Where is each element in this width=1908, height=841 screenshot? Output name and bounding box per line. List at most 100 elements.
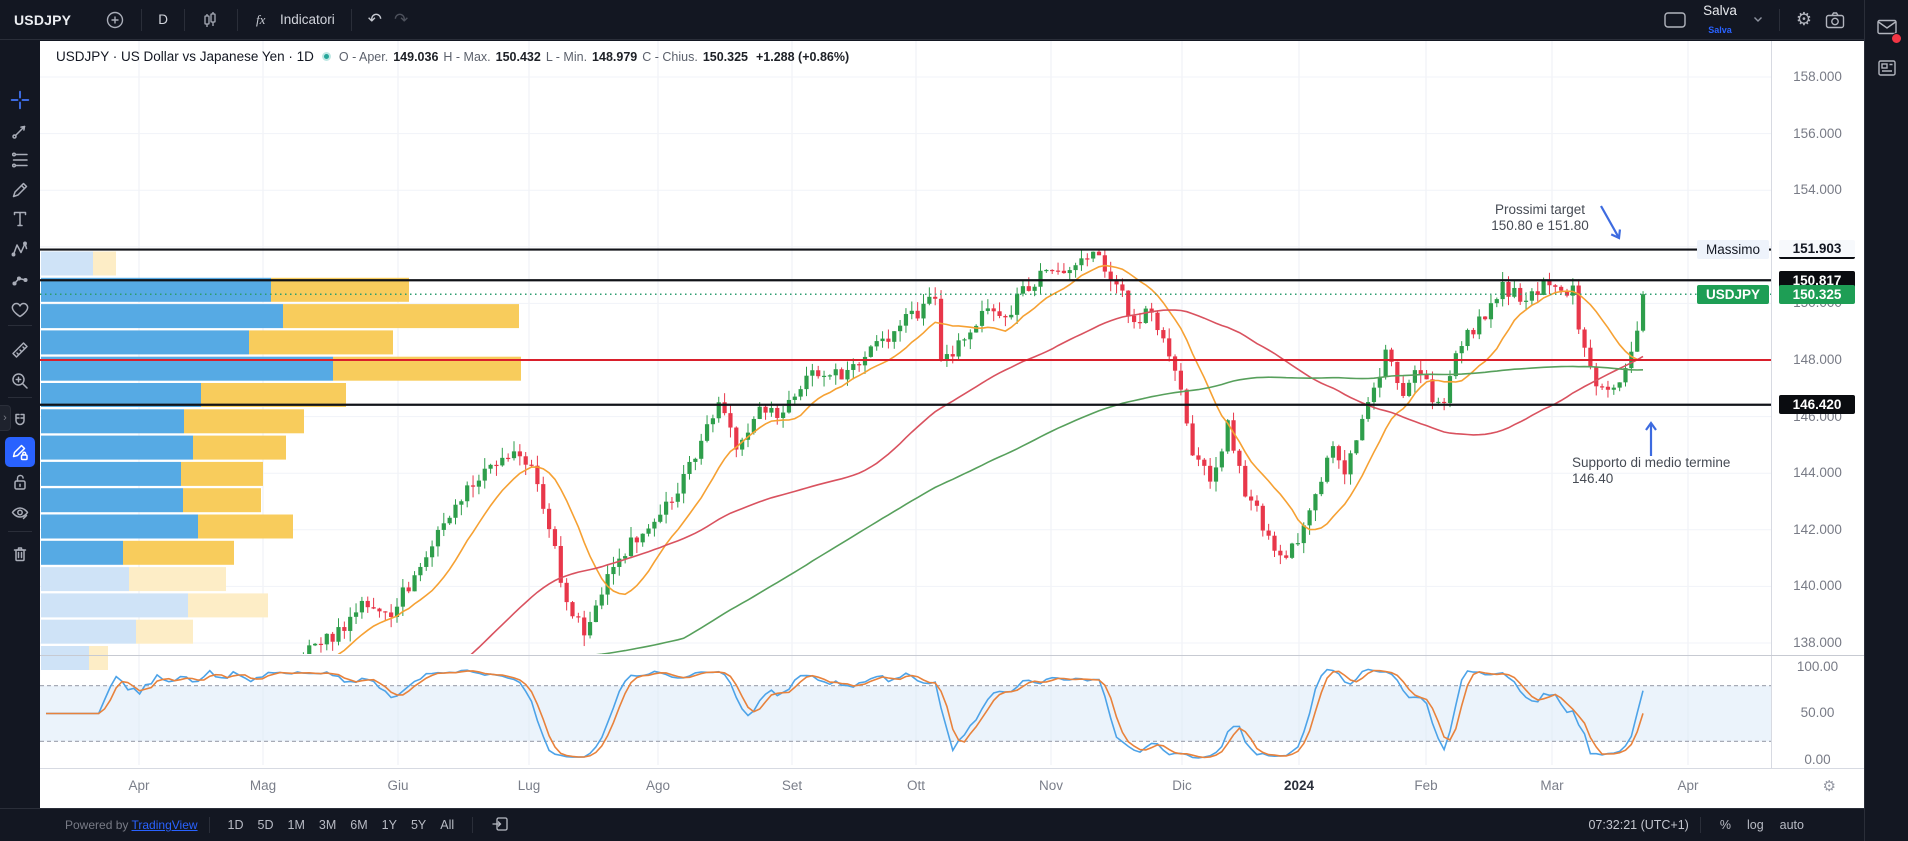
trend-line-tool[interactable] [5,116,35,146]
compare-add-button[interactable] [99,10,131,30]
brush-tool[interactable] [5,175,35,205]
heart-icon [11,302,29,318]
lock-all-tool[interactable] [5,467,35,497]
toolbar-separator [236,8,238,31]
open-label: O - Aper. [338,49,389,64]
month-label: Giu [387,778,409,793]
toolbar-separator [350,8,352,31]
crosshair-icon [10,90,30,110]
pane-divider[interactable] [40,655,1864,656]
range-button-1d[interactable]: 1D [227,818,244,832]
low-label: L - Min. [545,49,588,64]
price-label: 148.000 [1793,352,1842,367]
text-icon [13,211,27,227]
annotation-target[interactable]: Prossimi target 150.80 e 151.80 [1452,202,1628,234]
toolbar-separator [8,325,32,326]
month-label: Mar [1540,778,1564,793]
text-tool[interactable] [5,204,35,234]
range-buttons: 1D 5D 1M 3M 6M 1Y 5Y All [221,816,462,834]
massimo-line-label[interactable]: Massimo [1697,240,1769,259]
toolbar-separator [8,531,32,532]
save-button[interactable]: Salva Salva [1697,4,1743,35]
oscillator-label: 50.00 [1800,705,1835,720]
magnet-tool[interactable] [5,406,35,436]
undo-button[interactable]: ↶ [367,9,383,29]
annotation-target-line1: Prossimi target [1494,202,1586,217]
measure-tool[interactable] [5,335,35,365]
zoom-in-tool[interactable] [5,366,35,396]
layout-icon [1664,11,1686,28]
symbol-legend[interactable]: USDJPY · US Dollar vs Japanese Yen · 1D … [56,49,849,64]
open-value: 149.036 [393,49,439,64]
plus-icon [107,11,124,28]
support-price-badge: 146.420 [1779,395,1855,414]
lock-drawing-mode-tool[interactable] [5,437,35,467]
layout-button[interactable] [1657,11,1693,29]
notification-badge [1891,33,1902,44]
axis-settings-gear-icon[interactable]: ⚙ [1822,778,1836,795]
fib-retracement-tool[interactable] [5,145,35,175]
month-label: Dic [1172,778,1192,793]
clock[interactable]: 07:32:21 (UTC+1) [1588,818,1689,832]
emoji-tool[interactable] [5,295,35,325]
tradingview-link[interactable]: TradingView [131,818,198,832]
bottombar-separator [472,817,474,833]
indicators-button[interactable]: fx Indicatori [248,11,341,29]
log-scale-button[interactable]: log [1746,818,1764,832]
symbol-button[interactable]: USDJPY [14,11,72,28]
time-axis[interactable]: ⚙ Apr Mag Giu Lug Ago Set Ott Nov Dic 2024 Feb Mar A… [40,768,1864,808]
range-button-1y[interactable]: 1Y [381,818,397,832]
range-button-all[interactable]: All [440,818,455,832]
price-label: 138.000 [1793,635,1842,650]
camera-icon [1825,11,1845,28]
range-button-1m[interactable]: 1M [287,818,305,832]
price-label: 144.000 [1793,465,1842,481]
legend-title[interactable]: USDJPY · US Dollar vs Japanese Yen · 1D [56,49,314,64]
auto-scale-button[interactable]: auto [1779,818,1804,832]
range-button-5d[interactable]: 5D [257,818,274,832]
range-button-6m[interactable]: 6M [350,818,368,832]
hide-all-tool[interactable] [5,498,35,528]
redo-button[interactable]: ↷ [394,9,409,29]
month-label: Mag [249,778,277,793]
price-label: 140.000 [1793,578,1842,594]
save-menu-button[interactable] [1747,16,1769,23]
oscillator-label: 0.00 [1804,752,1831,767]
month-label: Apr [128,778,150,793]
go-to-date-button[interactable] [484,814,516,837]
candles-icon [204,11,216,27]
symbol-price-label[interactable]: USDJPY [1697,285,1769,304]
month-label: Ott [906,778,925,793]
month-label: Set [781,778,803,793]
interval-button[interactable]: D [158,12,168,27]
lock-open-icon [14,474,26,490]
zoom-in-icon [12,373,28,389]
month-label: Lug [517,778,541,793]
snapshot-button[interactable] [1818,10,1852,30]
settings-button[interactable]: ⚙ [1795,9,1812,29]
annotation-support[interactable]: Supporto di medio termine 146.40 [1572,455,1812,487]
last-price-badge: 150.325 [1779,285,1855,304]
object-tree-expander[interactable]: › [0,405,11,431]
magnet-icon [15,413,25,426]
price-label: 154.000 [1793,182,1842,198]
ohlc-values: O - Aper. 149.036 H - Max. 150.432 L - M… [339,50,849,64]
high-label: H - Max. [443,49,491,64]
percent-scale-button[interactable]: % [1719,818,1731,832]
news-button[interactable] [1876,58,1898,80]
range-button-3m[interactable]: 3M [318,818,337,832]
xabcd-pattern-tool[interactable] [5,234,35,264]
crosshair-tool[interactable] [5,85,35,115]
price-label: 156.000 [1793,125,1842,141]
chart-style-button[interactable] [195,10,227,30]
remove-all-tool[interactable] [5,539,35,569]
indicators-label: Indicatori [279,12,335,27]
close-value: 150.325 [702,49,748,64]
inbox-button[interactable] [1876,18,1902,44]
forecast-icon [12,276,28,286]
save-status: Salva [1708,24,1732,35]
forecast-tool[interactable] [5,264,35,294]
range-button-5y[interactable]: 5Y [410,818,427,832]
low-value: 148.979 [592,49,638,64]
